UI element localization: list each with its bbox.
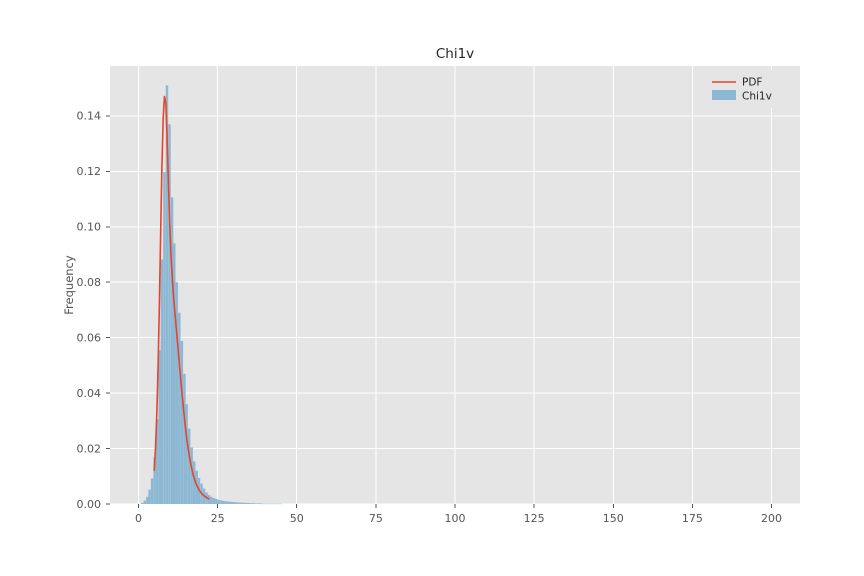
histogram-bar	[148, 489, 151, 504]
axis-ticks	[106, 115, 773, 508]
legend-label-chi1v: Chi1v	[742, 91, 772, 103]
chart-title: Chi1v	[436, 46, 474, 62]
y-tick-label: 0.14	[77, 110, 102, 123]
histogram-bar	[259, 503, 262, 504]
histogram-bar	[190, 447, 193, 504]
y-tick-label: 0.10	[77, 221, 102, 234]
histogram-bar	[229, 501, 233, 504]
pdf-line	[153, 95, 210, 500]
histogram-bar	[234, 502, 238, 504]
histogram-bar	[254, 503, 258, 504]
x-tick-label: 175	[682, 512, 703, 525]
histogram-bar	[150, 478, 154, 504]
histogram-bar	[212, 497, 216, 504]
histogram-bar	[192, 461, 196, 504]
histogram-bar	[210, 496, 213, 504]
histogram-bar	[215, 499, 218, 504]
histogram-bar	[155, 419, 159, 504]
x-tick-label: 200	[761, 512, 782, 525]
histogram-bar	[247, 502, 250, 504]
histogram-bar	[158, 349, 161, 504]
histogram-bar	[207, 495, 211, 504]
y-tick-label: 0.06	[77, 331, 102, 344]
chart-legend[interactable]: PDF Chi1v	[706, 70, 794, 108]
histogram-bar	[178, 312, 181, 504]
histogram-bar	[175, 282, 179, 504]
y-tick-label: 0.12	[77, 165, 102, 178]
histogram-bar	[239, 502, 243, 504]
x-tick-label: 125	[524, 512, 545, 525]
histogram-bar	[163, 171, 166, 504]
histogram-bar	[195, 470, 198, 504]
histogram-bar	[237, 502, 240, 504]
y-tick-label: 0.02	[77, 442, 102, 455]
y-tick-label: 0.08	[77, 276, 102, 289]
histogram-bars	[141, 85, 282, 505]
histogram-bar	[232, 502, 235, 504]
histogram-bar	[146, 496, 149, 504]
y-tick-labels: 0.00 0.02 0.04 0.06 0.08 0.10 0.12 0.14	[77, 110, 102, 511]
histogram-bar	[217, 499, 221, 504]
y-axis-label: Frequency	[62, 255, 76, 315]
histogram-bar	[257, 503, 260, 504]
histogram-bar	[183, 373, 186, 504]
x-tick-label: 100	[445, 512, 466, 525]
x-tick-label: 50	[290, 512, 304, 525]
x-tick-label: 0	[135, 512, 142, 525]
histogram-bar	[170, 197, 174, 504]
y-tick-label: 0.04	[77, 387, 102, 400]
histogram-bar	[224, 501, 228, 504]
histogram-bar	[242, 502, 245, 504]
x-tick-labels: 0 25 50 75 100 125 150 175 200	[135, 512, 782, 525]
grid-lines	[110, 66, 800, 505]
x-tick-label: 150	[603, 512, 624, 525]
histogram-bar	[168, 124, 171, 505]
histogram-bar	[244, 502, 248, 504]
histogram-bar	[252, 503, 255, 504]
histogram-bar	[187, 428, 191, 504]
y-tick-label: 0.00	[77, 498, 102, 511]
histogram-bar	[185, 404, 188, 504]
histogram-bar	[249, 503, 253, 504]
histogram-bar	[173, 243, 176, 504]
histogram-bar	[160, 259, 164, 504]
histogram-bar	[222, 500, 225, 504]
histogram-bar	[165, 85, 169, 504]
legend-background	[706, 70, 794, 108]
histogram-bar	[141, 502, 144, 504]
histogram-bar	[227, 501, 230, 504]
histogram-bar	[220, 500, 223, 504]
histogram-bar	[143, 500, 147, 504]
histogram-bar	[153, 457, 156, 504]
pdf-curve	[153, 95, 210, 500]
legend-label-pdf: PDF	[742, 77, 762, 89]
legend-swatch-chi1v	[712, 90, 736, 100]
x-tick-label: 75	[369, 512, 383, 525]
x-tick-label: 25	[211, 512, 225, 525]
histogram-bar	[180, 340, 184, 504]
